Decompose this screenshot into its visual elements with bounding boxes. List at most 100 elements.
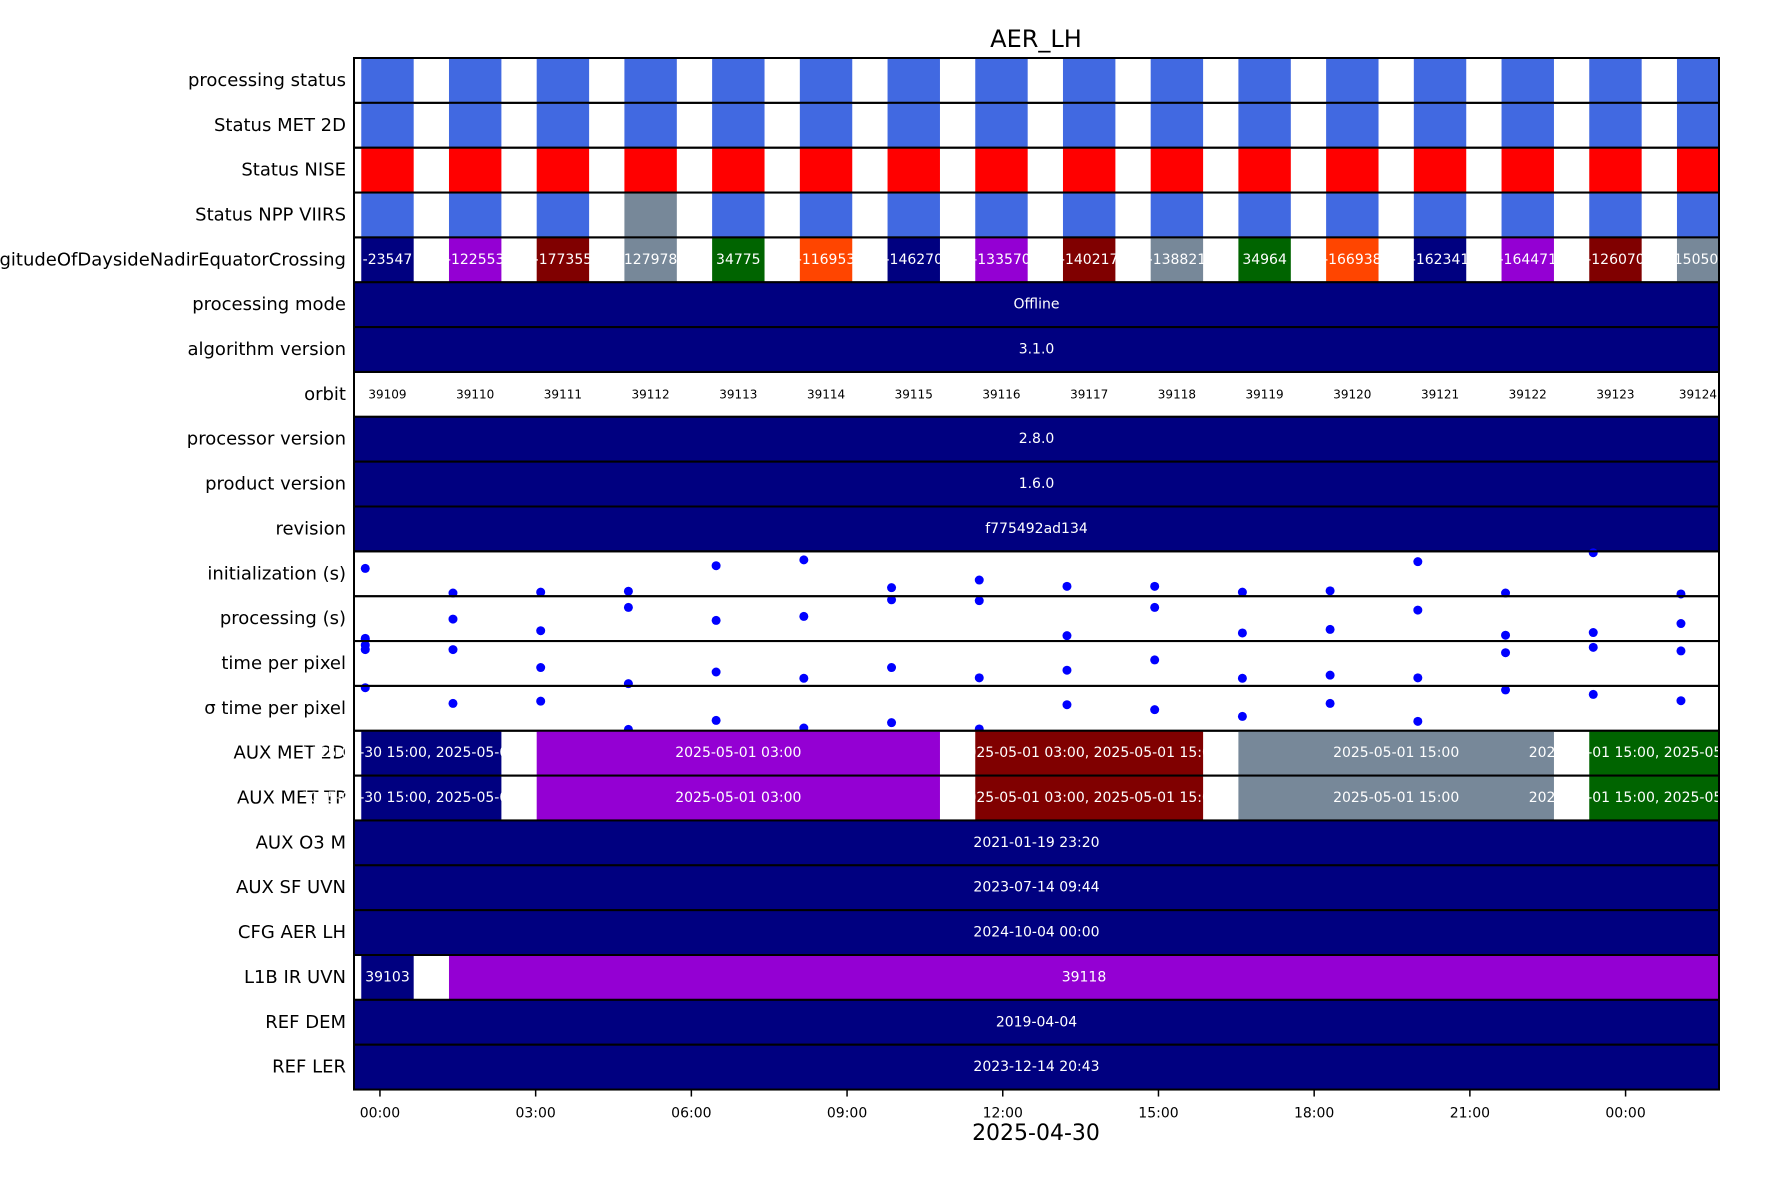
- timeline-bar: [536, 730, 940, 776]
- x-tick-label: 18:00: [1294, 1106, 1334, 1122]
- timeline-bar: [975, 58, 1028, 103]
- x-tick-label: 15:00: [1138, 1106, 1178, 1122]
- row-label: orbit: [304, 384, 346, 405]
- bar-label: -150506: [1669, 252, 1728, 268]
- scatter-point: [1062, 581, 1072, 591]
- scatter-point: [1237, 628, 1247, 638]
- scatter-point: [448, 698, 458, 708]
- x-axis-label: 2025-04-30: [972, 1121, 1100, 1146]
- scatter-point: [887, 595, 897, 605]
- scatter-point: [1325, 670, 1335, 680]
- timeline-bar: [887, 58, 940, 103]
- timeline-bar: [1501, 237, 1554, 283]
- timeline-bar: [1589, 192, 1642, 238]
- chart-row: processing (s): [220, 595, 1720, 644]
- timeline-bar: [1238, 775, 1554, 821]
- timeline-bar: [1150, 147, 1204, 193]
- bar-label: f775492ad134: [985, 521, 1088, 537]
- bar-label: 2023-07-14 09:44: [973, 880, 1099, 896]
- chart-row: Status MET 2D: [214, 101, 1720, 149]
- row-label: LongitudeOfDaysideNadirEquatorCrossing: [0, 249, 346, 270]
- scatter-point: [1150, 602, 1160, 612]
- scatter-point: [887, 663, 897, 673]
- bar-label: 3.1.0: [1019, 342, 1055, 358]
- orbit-number: 39119: [1246, 387, 1284, 401]
- timeline-bar: [536, 58, 590, 103]
- bar-label: -177355: [534, 252, 593, 268]
- chart-row: processing status: [188, 57, 1720, 104]
- scatter-point: [1237, 673, 1247, 683]
- timeline-bar: [1326, 147, 1379, 193]
- timeline-bar: [448, 147, 502, 193]
- bar-label: 2025-05-01 03:00, 2025-05-01 15:00: [959, 790, 1220, 806]
- timeline-bar: [712, 192, 765, 238]
- bar-label: 2019-04-04: [996, 1014, 1077, 1030]
- timeline-bar: [1238, 58, 1291, 103]
- timeline-bar: [624, 147, 677, 193]
- scatter-point: [1501, 685, 1511, 695]
- timeline-bar: [624, 102, 677, 148]
- timeline-bar: [536, 102, 590, 148]
- timeline-bar: [624, 192, 677, 238]
- orbit-number: 39116: [982, 387, 1020, 401]
- scatter-point: [1062, 631, 1072, 641]
- timeline-bar: [354, 820, 1719, 866]
- timeline-bar: [624, 237, 677, 283]
- bar-label: 39118: [1062, 969, 1107, 985]
- scatter-point: [1501, 630, 1511, 640]
- row-label: REF DEM: [265, 1012, 346, 1033]
- scatter-point: [1237, 587, 1247, 597]
- row-label: time per pixel: [221, 653, 346, 674]
- timeline-bar: [1326, 237, 1379, 283]
- scatter-point: [711, 561, 721, 571]
- timeline-bar: [361, 147, 414, 193]
- scatter-point: [1501, 648, 1511, 658]
- scatter-point: [1413, 716, 1423, 726]
- orbit-number: 39123: [1596, 387, 1634, 401]
- scatter-point: [623, 602, 633, 612]
- row-border: [353, 550, 1720, 598]
- scatter-point: [1062, 665, 1072, 675]
- bar-label: -164471: [1498, 252, 1557, 268]
- row-label: processor version: [187, 429, 346, 450]
- timeline-bar: [354, 327, 1719, 372]
- scatter-point: [536, 696, 546, 706]
- timeline-bar: [799, 237, 853, 283]
- orbit-number: 39120: [1333, 387, 1371, 401]
- timeline-bar: [799, 58, 853, 103]
- scatter-point: [536, 663, 546, 673]
- timeline-bar: [887, 102, 940, 148]
- timeline-bar: [361, 237, 414, 283]
- chart-row: orbit 39109 39110 39111 39112 39113 39114 39115…: [304, 370, 1720, 418]
- timeline-bar: [1150, 237, 1204, 283]
- timeline-bar: [361, 58, 414, 103]
- timeline-bar: [448, 102, 502, 148]
- chart-row: Status NISE: [241, 146, 1720, 194]
- timeline-bar: [975, 147, 1028, 193]
- timeline-bar: [1238, 102, 1291, 148]
- orbit-number: 39124: [1679, 387, 1717, 401]
- orbit-number: 39122: [1509, 387, 1547, 401]
- x-tick-label: 00:00: [360, 1106, 400, 1122]
- scatter-point: [1588, 642, 1598, 652]
- bar-label: 127978: [624, 252, 677, 268]
- timeline-bar: [536, 775, 940, 821]
- bar-label: -166938: [1323, 252, 1382, 268]
- timeline-bar: [536, 192, 590, 238]
- timeline-bar: [361, 102, 414, 148]
- timeline-bar: [1413, 58, 1467, 103]
- timeline-bar: [1326, 58, 1379, 103]
- timeline-bar: [1589, 58, 1642, 103]
- scatter-point: [974, 596, 984, 606]
- scatter-point: [1062, 700, 1072, 710]
- scatter-point: [1676, 646, 1686, 656]
- bar-label: -122553: [446, 252, 505, 268]
- timeline-bar: [712, 58, 765, 103]
- orbit-number: 39112: [632, 387, 670, 401]
- timeline-bar: [1589, 775, 1719, 821]
- timeline-bar: [361, 192, 414, 238]
- scatter-point: [360, 563, 370, 573]
- timeline-bar: [887, 237, 940, 283]
- scatter-point: [799, 673, 809, 683]
- chart-row: revision f775492ad134: [275, 505, 1720, 553]
